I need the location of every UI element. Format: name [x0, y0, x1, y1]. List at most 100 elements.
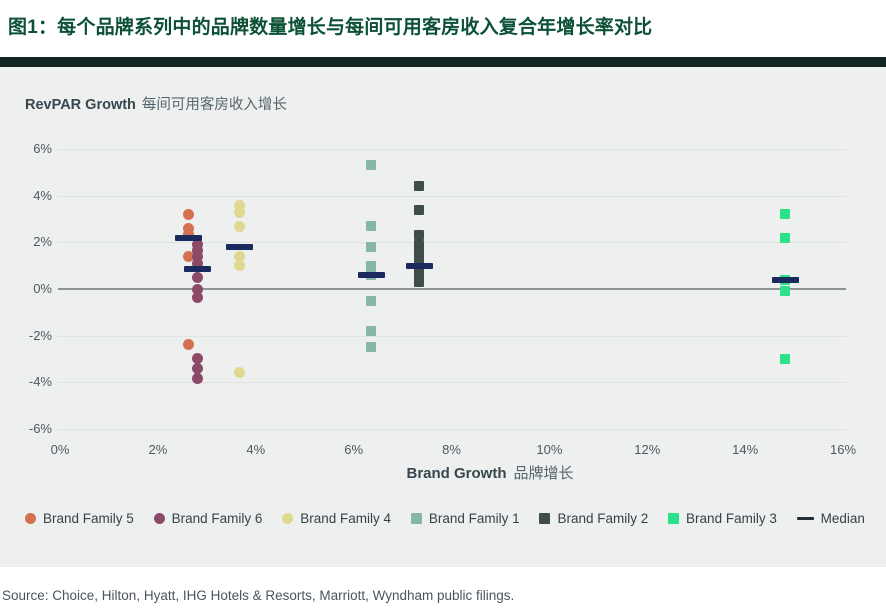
gridline: [58, 149, 846, 150]
gridline: [58, 242, 846, 244]
data-point: [233, 220, 245, 232]
y-tick-label: -2%: [28, 327, 52, 343]
divider-bar: [0, 57, 886, 67]
data-point: [233, 367, 245, 379]
source-note: Source: Choice, Hilton, Hyatt, IHG Hotel…: [2, 588, 515, 603]
data-point: [366, 160, 377, 171]
x-tick-label: 4%: [246, 442, 266, 457]
median-bar: [771, 276, 799, 283]
median-bar: [357, 272, 385, 278]
data-point: [414, 181, 425, 192]
x-tick-label: 10%: [536, 442, 563, 457]
data-point: [414, 204, 425, 215]
data-point: [191, 239, 203, 251]
data-point: [191, 257, 203, 269]
legend-label: Brand Family 1: [428, 510, 520, 526]
x-tick-label: 14%: [732, 442, 759, 457]
zero-gridline: [58, 288, 846, 290]
y-tick-label: -6%: [28, 420, 52, 436]
legend-item: Brand Family 2: [539, 511, 648, 526]
data-point: [183, 222, 195, 234]
data-point: [233, 260, 245, 272]
y-axis-title-en: RevPAR Growth: [25, 97, 136, 113]
gridline: [58, 428, 846, 430]
data-point: [233, 206, 245, 218]
median-bar: [405, 262, 433, 269]
data-point: [183, 250, 195, 262]
page-title: 图1：每个品牌系列中的品牌数量增长与每间可用客房收入复合年增长率对比: [8, 17, 653, 38]
y-tick-label: 6%: [33, 141, 52, 156]
data-point: [414, 239, 425, 250]
legend-label: Brand Family 3: [686, 510, 777, 526]
data-point: [191, 283, 203, 295]
data-point: [191, 271, 203, 283]
gridline: [58, 382, 846, 384]
data-point: [183, 208, 195, 220]
legend-label: Median: [820, 510, 865, 526]
data-point: [366, 325, 377, 336]
data-point: [191, 291, 203, 303]
data-point: [414, 230, 425, 241]
median-bar: [175, 234, 203, 241]
y-tick-label: 4%: [33, 187, 52, 203]
x-axis-title-zh: 品牌增长: [513, 465, 574, 482]
legend-label: Brand Family 5: [43, 510, 134, 526]
legend-item: Brand Family 1: [410, 510, 520, 526]
data-point: [233, 199, 245, 211]
data-point: [780, 353, 791, 364]
data-point: [366, 260, 377, 271]
data-point: [191, 373, 203, 385]
legend-circle-icon: [282, 512, 294, 524]
data-point: [414, 267, 425, 278]
data-point: [233, 250, 245, 262]
legend-dash-icon: [796, 516, 814, 520]
gridline: [58, 195, 846, 197]
data-point: [366, 342, 377, 353]
data-point: [414, 277, 425, 287]
chart-panel: [0, 67, 886, 567]
y-tick-label: 0%: [33, 281, 52, 296]
data-point: [366, 242, 377, 252]
median-bar: [225, 244, 253, 250]
data-point: [780, 209, 791, 220]
x-axis-title: Brand Growth 品牌增长: [60, 462, 886, 483]
data-point: [191, 250, 203, 262]
x-tick-label: 8%: [442, 442, 461, 457]
y-tick-label: -4%: [28, 374, 52, 390]
legend-square-icon: [539, 512, 551, 524]
legend-circle-icon: [25, 512, 36, 524]
data-point: [183, 228, 195, 240]
legend-label: Brand Family 6: [171, 510, 263, 526]
legend-label: Brand Family 2: [557, 510, 649, 526]
legend: Brand Family 5 Brand Family 6 Brand Family…: [25, 508, 865, 528]
legend-item: Brand Family 3: [668, 511, 777, 526]
legend-square-icon: [668, 512, 680, 524]
x-tick-label: 6%: [344, 442, 364, 457]
data-point: [414, 249, 425, 259]
legend-label: Brand Family 4: [300, 510, 392, 526]
x-tick-label: 12%: [634, 442, 661, 457]
gridline: [58, 335, 846, 337]
legend-circle-icon: [153, 512, 165, 524]
data-point: [780, 286, 791, 297]
data-point: [780, 232, 791, 243]
legend-item: Median: [796, 510, 865, 526]
data-point: [366, 221, 377, 231]
legend-item: Brand Family 4: [282, 511, 391, 526]
x-tick-label: 16%: [829, 442, 857, 457]
legend-item: Brand Family 5: [25, 511, 134, 526]
y-axis-title-zh: 每间可用客房收入增长: [141, 97, 287, 113]
data-point: [191, 353, 203, 365]
legend-square-icon: [410, 512, 422, 524]
data-point: [183, 339, 195, 351]
data-point: [366, 295, 377, 306]
data-point: [191, 245, 203, 256]
y-tick-label: 2%: [33, 234, 52, 250]
x-axis-title-en: Brand Growth: [406, 465, 507, 482]
y-axis-title: RevPAR Growth 每间可用客房收入增长: [25, 93, 287, 114]
data-point: [191, 362, 203, 374]
x-tick-label: 2%: [148, 442, 168, 457]
x-tick-label: 0%: [50, 442, 70, 457]
